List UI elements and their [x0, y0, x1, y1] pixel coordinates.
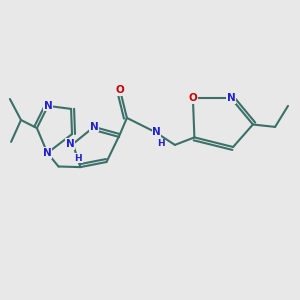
- Text: N: N: [44, 101, 52, 111]
- Text: N: N: [226, 93, 236, 103]
- Text: O: O: [116, 85, 124, 95]
- Text: O: O: [188, 93, 197, 103]
- Text: N: N: [43, 148, 52, 158]
- Text: N: N: [152, 127, 161, 137]
- Text: H: H: [74, 154, 82, 163]
- Text: N: N: [65, 139, 74, 149]
- Text: N: N: [89, 122, 98, 132]
- Text: H: H: [157, 140, 165, 148]
